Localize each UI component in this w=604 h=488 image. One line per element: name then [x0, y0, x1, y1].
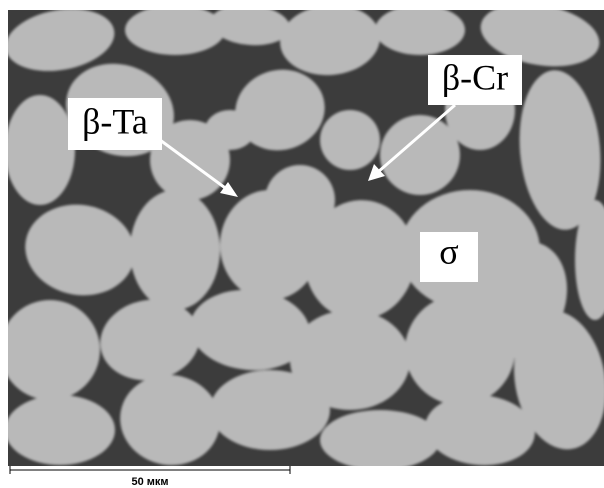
- label: β-Ta: [82, 101, 148, 141]
- grain: [25, 204, 135, 296]
- grain: [480, 10, 600, 67]
- grain: [220, 190, 320, 300]
- grain: [304, 200, 416, 320]
- grain: [210, 370, 330, 450]
- scale-label: 50 мкм: [131, 476, 168, 488]
- grain: [120, 374, 220, 466]
- grain: [125, 10, 225, 55]
- label-box: [68, 98, 162, 150]
- arrowhead-ta: [220, 182, 238, 197]
- grain: [320, 110, 380, 170]
- grain: [375, 10, 465, 55]
- grain: [280, 10, 380, 76]
- label-box: [428, 55, 522, 105]
- arrow-cr: [377, 103, 456, 174]
- grain: [575, 200, 604, 320]
- grain: [8, 395, 115, 465]
- label: σ: [439, 231, 458, 271]
- grain: [130, 190, 220, 310]
- grain: [190, 289, 310, 371]
- grain: [205, 110, 255, 150]
- grain: [405, 295, 515, 405]
- grain: [100, 299, 200, 381]
- arrow-ta: [159, 138, 229, 192]
- label: β-Cr: [442, 57, 508, 97]
- grain: [8, 10, 115, 72]
- label-box: [420, 232, 478, 282]
- grain: [290, 310, 410, 410]
- grain: [425, 394, 535, 466]
- grains: [8, 10, 604, 466]
- grain: [8, 300, 100, 400]
- grain: [514, 310, 604, 450]
- grain: [210, 10, 290, 46]
- grain: [8, 95, 75, 205]
- grain: [235, 69, 325, 151]
- grain: [519, 70, 601, 230]
- arrowhead-cr: [368, 164, 385, 181]
- grain: [320, 410, 440, 466]
- grain: [380, 115, 460, 195]
